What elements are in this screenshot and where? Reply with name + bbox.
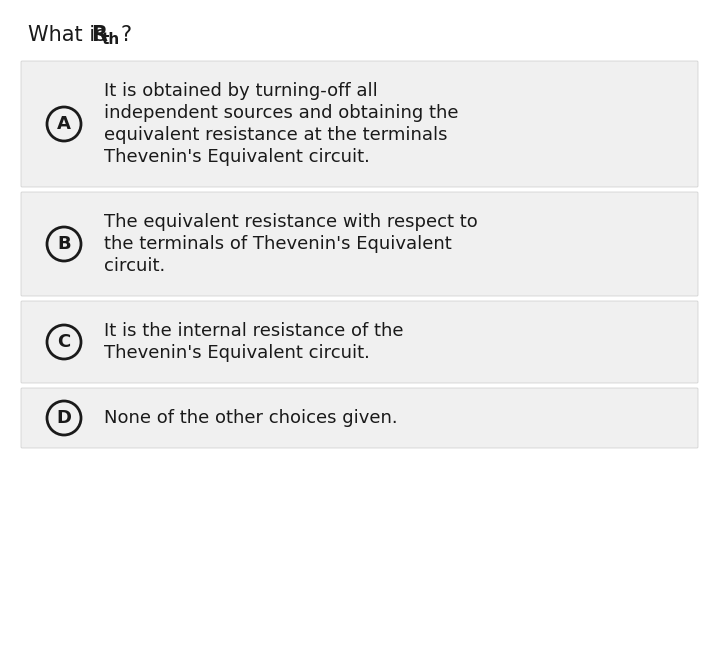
Text: What is: What is bbox=[28, 25, 113, 45]
Text: None of the other choices given.: None of the other choices given. bbox=[104, 409, 398, 427]
Text: equivalent resistance at the terminals: equivalent resistance at the terminals bbox=[104, 126, 447, 144]
Text: R: R bbox=[91, 25, 107, 45]
FancyBboxPatch shape bbox=[21, 301, 698, 383]
Text: The equivalent resistance with respect to: The equivalent resistance with respect t… bbox=[104, 213, 477, 231]
Text: It is the internal resistance of the: It is the internal resistance of the bbox=[104, 322, 403, 340]
Text: It is obtained by turning-off all: It is obtained by turning-off all bbox=[104, 82, 377, 100]
Text: independent sources and obtaining the: independent sources and obtaining the bbox=[104, 104, 459, 122]
Text: D: D bbox=[57, 409, 71, 427]
Text: B: B bbox=[58, 235, 70, 253]
FancyBboxPatch shape bbox=[21, 192, 698, 296]
Text: C: C bbox=[58, 333, 70, 351]
Text: ?: ? bbox=[120, 25, 131, 45]
Text: Thevenin's Equivalent circuit.: Thevenin's Equivalent circuit. bbox=[104, 344, 370, 362]
FancyBboxPatch shape bbox=[21, 388, 698, 448]
Text: circuit.: circuit. bbox=[104, 257, 165, 275]
Text: th: th bbox=[102, 32, 120, 47]
Text: Thevenin's Equivalent circuit.: Thevenin's Equivalent circuit. bbox=[104, 148, 370, 166]
FancyBboxPatch shape bbox=[21, 61, 698, 187]
Text: A: A bbox=[57, 115, 71, 133]
Text: the terminals of Thevenin's Equivalent: the terminals of Thevenin's Equivalent bbox=[104, 235, 452, 253]
